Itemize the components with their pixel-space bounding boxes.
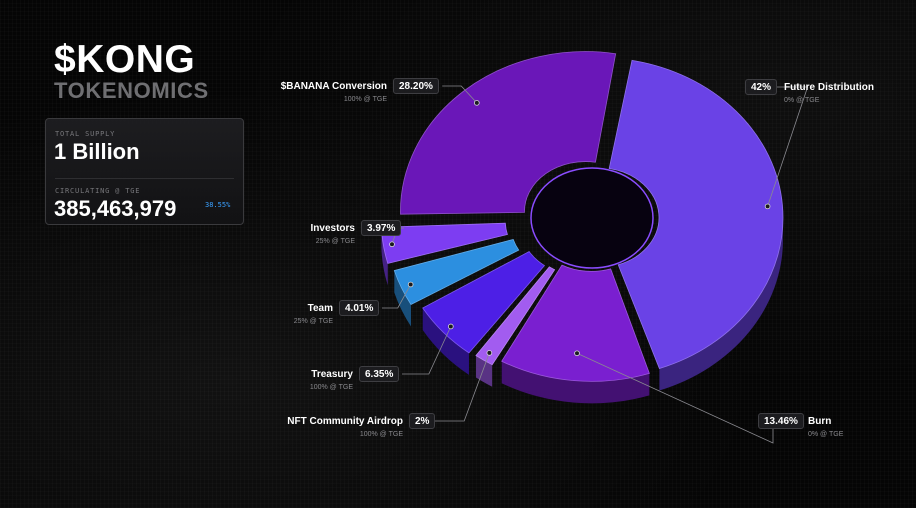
slice-unlock-investors: 25% @ TGE <box>315 238 355 245</box>
leader-line-burn <box>576 352 774 444</box>
percent-label-team: 4.01% <box>339 300 380 316</box>
leader-dot-banana-conversion <box>474 100 480 106</box>
slice-banana-conversion[interactable] <box>400 51 617 215</box>
slice-name-banana-conversion: $BANANA Conversion <box>280 81 387 92</box>
total-supply-label: TOTAL SUPPLY <box>55 130 116 138</box>
slice-team[interactable] <box>393 238 520 306</box>
brand-title: $KONG <box>54 38 196 81</box>
slice-unlock-team: 25% @ TGE <box>293 318 333 325</box>
slice-side-future-distribution <box>659 217 783 391</box>
slice-name-future-distribution: Future Distribution <box>784 82 874 93</box>
slice-name-burn: Burn <box>808 416 832 427</box>
percent-label-future-distribution: 42% <box>745 79 778 95</box>
slice-name-nft-community-airdrop: NFT Community Airdrop <box>287 416 403 427</box>
percent-label-nft-community-airdrop: 2% <box>409 413 436 429</box>
leader-line-banana-conversion <box>442 85 478 104</box>
leader-dot-future-distribution <box>764 203 771 210</box>
leader-line-treasury <box>402 326 452 375</box>
slice-name-team: Team <box>307 303 333 314</box>
slice-unlock-banana-conversion: 100% @ TGE <box>343 96 387 103</box>
percent-label-treasury: 6.35% <box>359 366 400 382</box>
percent-label-burn: 13.46% <box>758 413 804 429</box>
brand-header: $KONG TOKENOMICS <box>54 40 209 103</box>
supply-card: TOTAL SUPPLY 1 Billion CIRCULATING @ TGE… <box>45 118 244 225</box>
percent-label-banana-conversion: 28.20% <box>393 78 439 94</box>
leader-dot-investors <box>389 241 395 248</box>
slice-burn[interactable] <box>501 264 650 382</box>
donut-hole <box>530 167 654 269</box>
slice-unlock-treasury: 100% @ TGE <box>309 384 353 391</box>
total-supply-value: 1 Billion <box>54 139 140 164</box>
slice-unlock-nft-community-airdrop: 100% @ TGE <box>359 431 403 438</box>
slice-name-investors: Investors <box>310 223 355 234</box>
circulating-label: CIRCULATING @ TGE <box>55 187 141 195</box>
slice-unlock-burn: 0% @ TGE <box>808 431 844 438</box>
leader-line-team <box>382 284 411 309</box>
leader-dot-treasury <box>448 323 454 330</box>
slice-investors[interactable] <box>381 222 508 264</box>
slice-name-treasury: Treasury <box>311 369 353 380</box>
leader-dot-burn <box>574 350 580 357</box>
slice-future-distribution[interactable] <box>608 59 784 370</box>
leader-line-nft-community-airdrop <box>433 352 490 422</box>
leader-dot-nft-community-airdrop <box>486 350 493 356</box>
card-divider <box>55 178 234 179</box>
brand-subtitle: TOKENOMICS <box>54 78 209 103</box>
percent-label-investors: 3.97% <box>361 220 402 236</box>
circulating-percent: 38.55% <box>205 201 231 209</box>
slice-side-treasury <box>422 307 469 375</box>
slice-nft-community-airdrop[interactable] <box>475 266 556 366</box>
slice-side-investors <box>381 227 388 286</box>
leader-dot-team <box>407 281 414 288</box>
slice-side-burn <box>501 361 650 404</box>
slice-unlock-future-distribution: 0% @ TGE <box>784 97 820 104</box>
circulating-value: 385,463,979 <box>54 196 177 221</box>
